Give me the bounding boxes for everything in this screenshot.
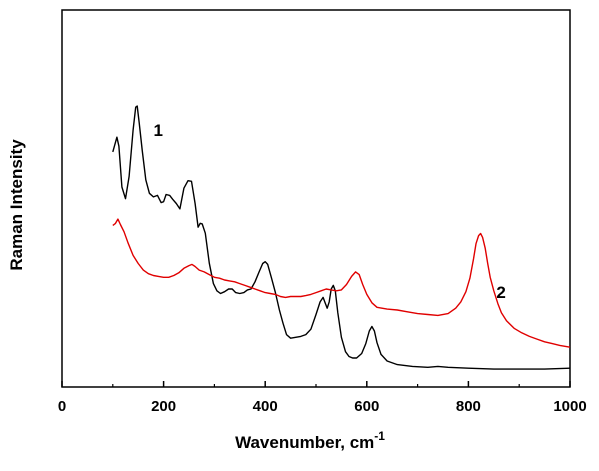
plot-area-frame <box>61 9 571 388</box>
x-axis-title-superscript: -1 <box>374 429 385 443</box>
x-tick-label: 0 <box>58 398 66 415</box>
x-axis-ticks <box>61 381 571 387</box>
series-labels: 12 <box>153 121 505 302</box>
series-label-2: 2 <box>496 283 505 302</box>
x-axis-title: Wavenumber, cm-1 <box>235 429 385 452</box>
series-label-1: 1 <box>153 121 162 140</box>
y-axis-title: Raman Intensity <box>7 139 26 271</box>
x-axis-title-text: Wavenumber, cm <box>235 433 374 452</box>
x-tick-label: 200 <box>151 398 176 415</box>
x-tick-label: 600 <box>354 398 379 415</box>
x-tick-label: 1000 <box>553 398 586 415</box>
x-tick-label: 800 <box>456 398 481 415</box>
series-lines <box>112 105 571 370</box>
x-tick-label: 400 <box>253 398 278 415</box>
series-line-1 <box>112 105 571 370</box>
series-line-2 <box>112 218 571 348</box>
x-axis-tick-labels: 0 200 400 600 800 1000 <box>58 398 587 415</box>
